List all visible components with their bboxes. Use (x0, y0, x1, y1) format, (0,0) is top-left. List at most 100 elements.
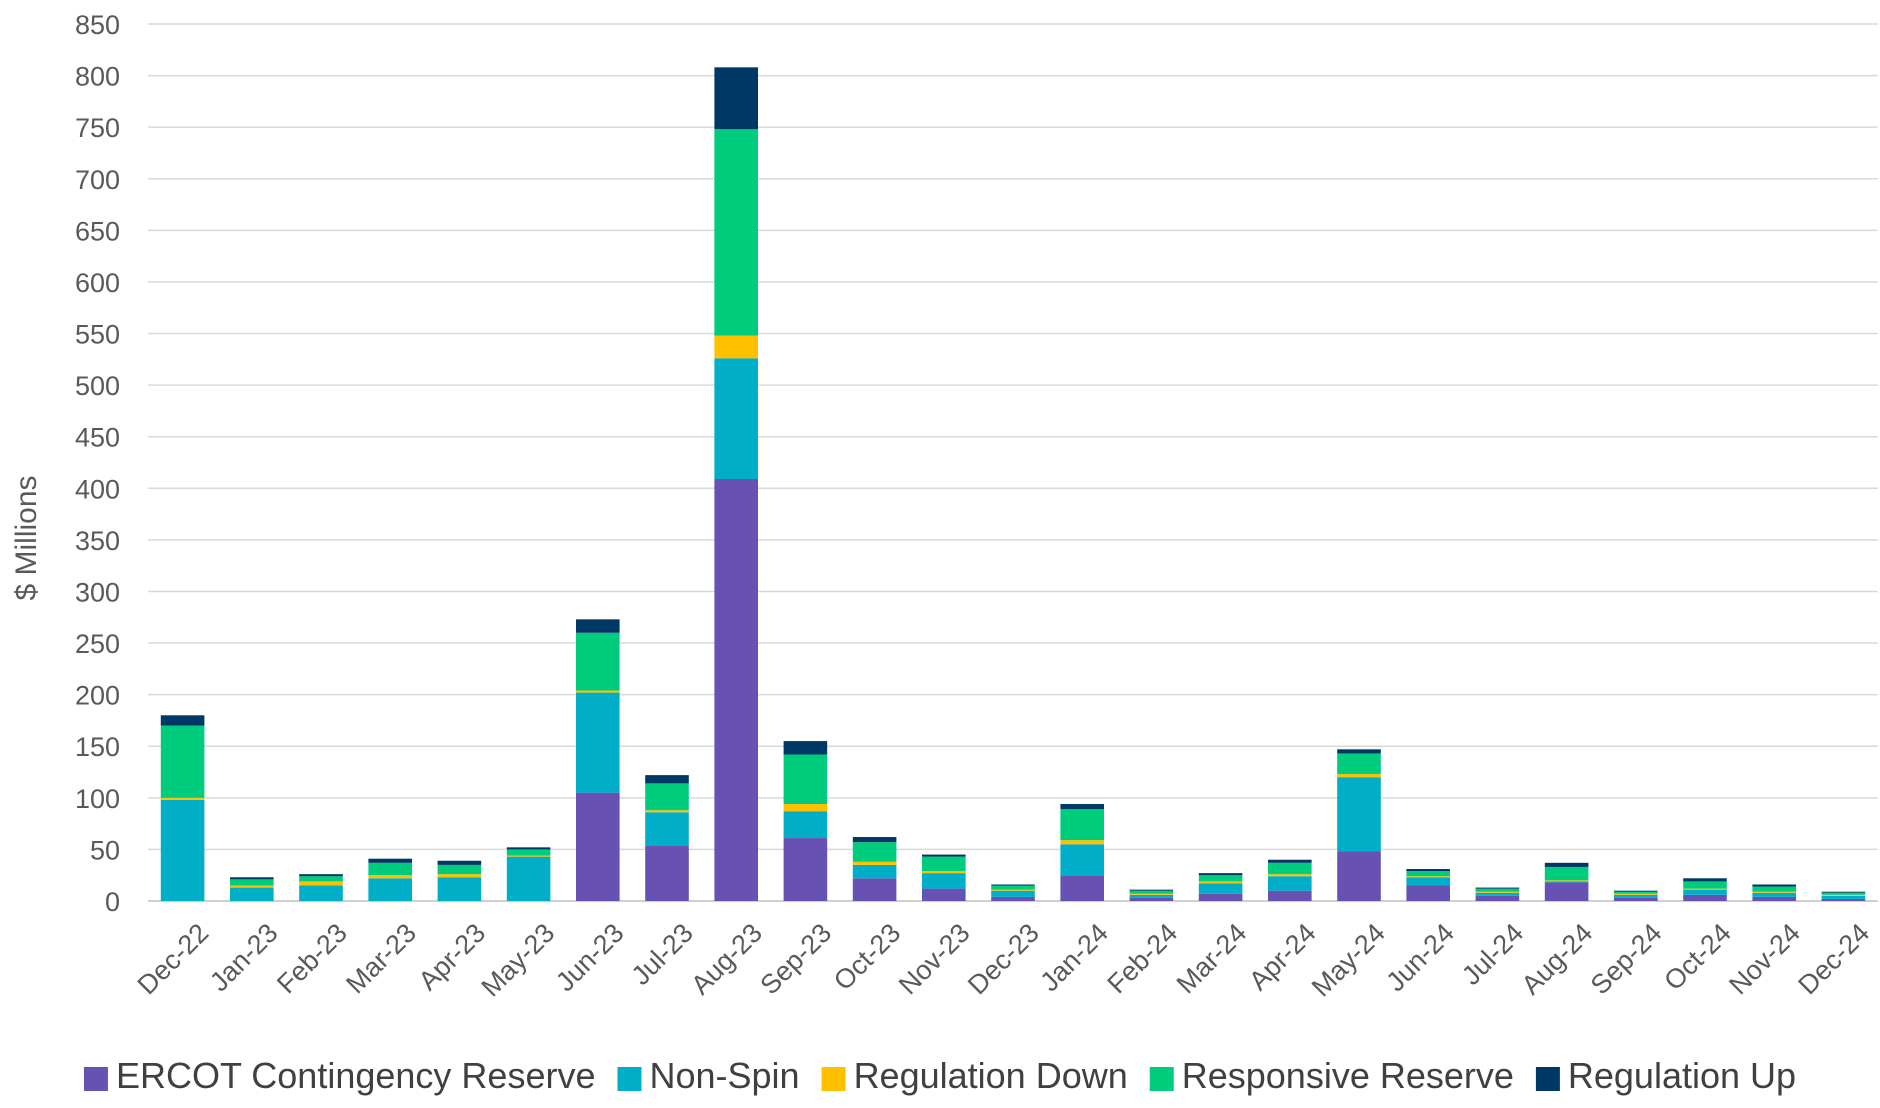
bar-segment (783, 741, 828, 755)
bar-segment (1821, 898, 1866, 901)
bar-segment (160, 799, 205, 901)
x-tick-label: Nov-24 (1723, 918, 1806, 1001)
bar-segment (1752, 891, 1796, 893)
axes: 0 50 100 150 200 250 300 350 400 450 500 550 600 650 7… (75, 10, 1875, 1002)
bar-segment (714, 479, 758, 901)
bar-segment (1198, 893, 1243, 901)
bar-segment (1821, 891, 1866, 893)
legend-label: Regulation Up (1568, 1055, 1796, 1096)
bar-segment (1060, 804, 1104, 810)
x-tick-label: Jan-24 (1034, 918, 1114, 998)
bar-segment (783, 754, 828, 805)
bar-segment (506, 849, 551, 856)
y-tick-label: 800 (75, 62, 120, 92)
bar-segment (437, 864, 482, 875)
bar-segment (506, 855, 551, 857)
bar-segment (714, 358, 758, 480)
bar-segment (1406, 876, 1450, 878)
legend-swatch (1535, 1067, 1560, 1091)
bar-segment (991, 889, 1035, 891)
bar-segment (783, 811, 828, 839)
bar-segment (991, 885, 1035, 890)
bar-segment (1129, 897, 1174, 901)
bar-segment (1544, 880, 1589, 882)
x-tick-label: Dec-23 (962, 918, 1045, 1001)
bar-segment (1683, 878, 1727, 882)
bar-segment (1544, 862, 1589, 867)
x-tick-label: Mar-23 (340, 918, 422, 1000)
bar-segment (991, 896, 1035, 901)
bar-segment (1268, 859, 1312, 863)
legend-item: Responsive Reserve (1149, 1055, 1514, 1096)
bar-segment (368, 875, 412, 879)
bar-segment (1198, 875, 1243, 882)
x-tick-label: Nov-23 (893, 918, 976, 1001)
bar-segment (714, 67, 758, 130)
bar-segment (1544, 882, 1589, 901)
legend-label: Responsive Reserve (1182, 1055, 1514, 1096)
bar-segment (1614, 890, 1658, 892)
bar-segment (160, 725, 205, 798)
bar-segment (922, 888, 966, 901)
bar-segment (645, 845, 689, 901)
legend: ERCOT Contingency Reserve Non-Spin Regulat… (83, 1055, 1796, 1096)
y-axis-title: $ Millions (10, 475, 43, 600)
bar-segment (299, 876, 343, 882)
bar-segment (368, 878, 412, 901)
bar-segment (852, 878, 897, 901)
bar-segment (1752, 886, 1796, 892)
bar-segment (1475, 887, 1520, 889)
bar-segment (1821, 894, 1866, 896)
x-tick-label: Oct-24 (1658, 918, 1737, 997)
x-tick-label: Feb-24 (1102, 918, 1184, 1000)
bar-segment (368, 862, 412, 876)
bar-segment (437, 874, 482, 878)
bar-segment (1475, 892, 1520, 896)
bar-segment (783, 838, 828, 901)
x-tick-label: Jan-23 (204, 918, 284, 998)
bar-segment (576, 690, 620, 693)
bar-segment (1406, 885, 1450, 901)
bar-segment (1337, 777, 1381, 852)
bar-segment (1821, 895, 1866, 899)
bar-segment (299, 885, 343, 901)
bar-segment (230, 885, 274, 888)
bar-segment (1683, 881, 1727, 889)
bar-segment (1337, 851, 1381, 901)
legend-item: Regulation Up (1535, 1055, 1796, 1096)
legend-item: ERCOT Contingency Reserve (83, 1055, 595, 1096)
bar-segment (1614, 894, 1658, 898)
legend-item: Non-Spin (617, 1055, 800, 1096)
bar-segment (1752, 892, 1796, 897)
bar-segment (645, 783, 689, 811)
bar-segment (1337, 774, 1381, 778)
bar-segment (1129, 889, 1174, 891)
x-tick-label: Sep-24 (1585, 918, 1668, 1001)
bar-segment (230, 879, 274, 886)
bar-segment (368, 858, 412, 863)
bar-segment (1475, 895, 1520, 901)
y-tick-label: 700 (75, 165, 120, 195)
bar-segment (506, 847, 551, 850)
bar-segment (1337, 753, 1381, 775)
bar-segment (1406, 877, 1450, 886)
y-tick-label: 650 (75, 216, 120, 246)
bar-segment (160, 715, 205, 726)
bar-segment (1337, 749, 1381, 754)
legend-swatch (821, 1067, 846, 1091)
legend-swatch (83, 1067, 108, 1091)
y-tick-label: 0 (105, 887, 120, 917)
bar-segment (1614, 891, 1658, 894)
bar-segment (1060, 840, 1104, 845)
bar-segment (714, 335, 758, 359)
bar-segment (1268, 862, 1312, 875)
x-tick-label: Dec-22 (132, 918, 215, 1001)
bar-segment (576, 692, 620, 793)
bar-segment (645, 810, 689, 813)
bar-segment (1129, 890, 1174, 894)
x-tick-label: Sep-23 (754, 918, 837, 1001)
x-tick-label: Aug-23 (685, 918, 768, 1001)
bar-segment (1752, 884, 1796, 887)
